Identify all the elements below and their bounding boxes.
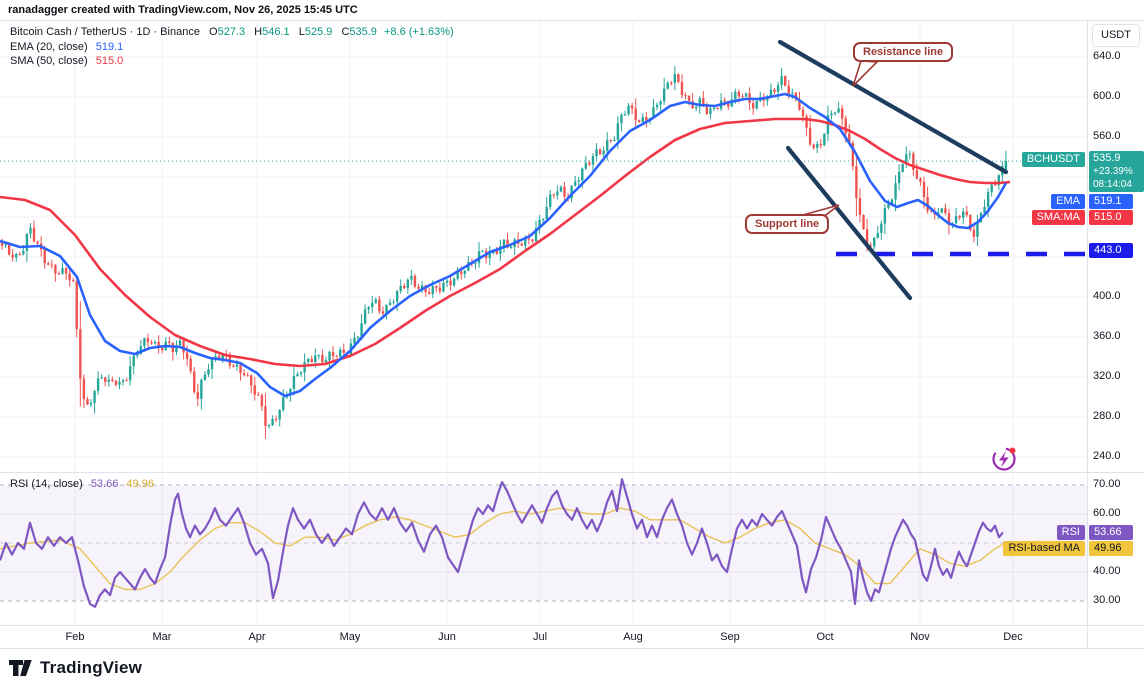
rsi-legend[interactable]: RSI (14, close) 53.66 49.96 [10,478,154,490]
candlestick-series [0,65,1008,439]
month-label-nov: Nov [910,631,930,643]
month-label-apr: Apr [248,631,266,643]
rsi-ma-legend-value: 49.96 [126,478,154,490]
ema-line[interactable] [0,92,1008,398]
price-tick: 600.0 [1093,90,1121,102]
symbol-price-label-badge: BCHUSDT [1021,152,1085,167]
high-label: H [254,26,263,38]
sma-value-badge: 515.0 [1089,210,1133,225]
ema-legend-label: EMA (20, close) [10,41,88,53]
last-price: 535.9 [1093,152,1121,164]
support-callout[interactable]: Support line [745,214,830,234]
month-label-feb: Feb [65,631,85,643]
symbol-legend[interactable]: Bitcoin Cash / TetherUS · 1D · Binance O… [10,26,454,38]
price-tick: 280.0 [1093,410,1121,422]
sma-legend-value: 515.0 [95,55,124,67]
month-label-mar: Mar [152,631,172,643]
rsi-legend-label: RSI (14, close) [10,478,83,490]
rsi-line[interactable] [0,478,1004,608]
sma-legend-label: SMA (50, close) [10,55,88,67]
month-label-dec: Dec [1003,631,1023,643]
month-label-jul: Jul [532,631,548,643]
rsi-tick: 30.00 [1093,594,1121,606]
month-label-jun: Jun [438,631,456,643]
currency-unit-button[interactable]: USDT [1092,24,1140,47]
low-label: L [298,26,305,38]
sma-line[interactable] [0,117,1011,368]
rsi-label-badge: RSI [1056,525,1085,540]
support-level-badge: 443.0 [1089,243,1133,258]
month-label-aug: Aug [623,631,643,643]
callout-tail [852,60,879,87]
ema-value-badge: 519.1 [1089,194,1133,209]
ema-legend-value: 519.1 [95,41,124,53]
resistance-callout[interactable]: Resistance line [853,42,954,62]
price-tick: 360.0 [1093,330,1121,342]
sma-legend[interactable]: SMA (50, close) 515.0 [10,55,123,67]
rsi-ma-line[interactable] [0,507,1006,591]
rsi-tick: 60.00 [1093,507,1121,519]
change-value: +8.6 (+1.63%) [383,26,454,38]
symbol-title: Bitcoin Cash / TetherUS · 1D · Binance [10,26,200,38]
rsi-ma-value-badge: 49.96 [1089,541,1133,556]
sma-label-badge: SMA:MA [1031,210,1085,225]
price-tick: 320.0 [1093,370,1121,382]
price-tick: 400.0 [1093,290,1121,302]
month-label-oct: Oct [816,631,834,643]
rsi-tick: 70.00 [1093,478,1121,490]
bar-countdown: 08:14:04 [1093,179,1132,190]
tradingview-logo-icon [9,660,32,676]
support-trendline[interactable] [785,145,913,301]
month-label-sep: Sep [720,631,740,643]
close-value: 535.9 [349,26,377,38]
price-tick: 560.0 [1093,130,1121,142]
price-tick: 240.0 [1093,450,1121,462]
ema-legend[interactable]: EMA (20, close) 519.1 [10,41,123,53]
open-value: 527.3 [217,26,246,38]
tradingview-logo-text: TradingView [40,658,143,677]
close-label: C [341,26,350,38]
boost-icon[interactable] [992,447,1016,471]
rsi-value-badge: 53.66 [1089,525,1133,540]
high-value: 546.1 [262,26,290,38]
rsi-tick: 40.00 [1093,565,1121,577]
change-percent: +23.39% [1093,166,1133,177]
month-label-may: May [339,631,361,643]
open-label: O [209,26,218,38]
attribution-text: ranadagger created with TradingView.com,… [8,4,358,16]
rsi-legend-value: 53.66 [90,478,119,490]
ema-label-badge: EMA [1051,194,1085,209]
price-tick: 640.0 [1093,50,1121,62]
rsi-ma-label-badge: RSI-based MA [1003,541,1085,556]
low-value: 525.9 [304,26,333,38]
symbol-price-value-badge: 535.9 +23.39% 08:14:04 [1089,151,1144,192]
tradingview-watermark[interactable]: TradingView [8,658,142,678]
resistance-trendline[interactable] [777,39,1009,175]
